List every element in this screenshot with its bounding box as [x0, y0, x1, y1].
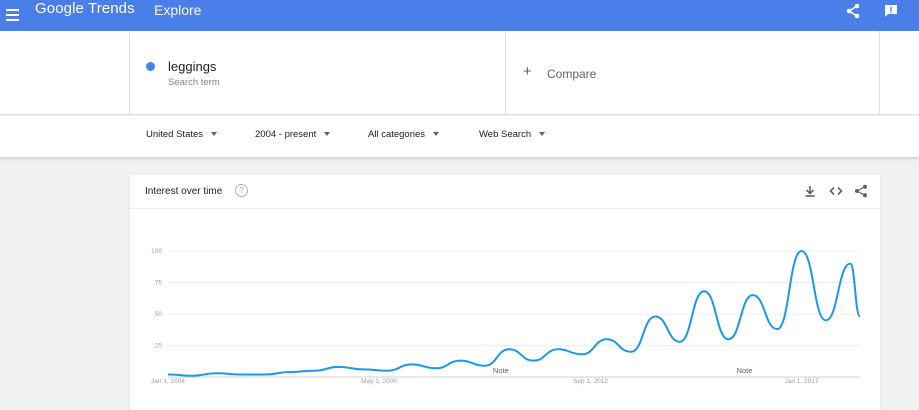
y-tick-label: 25	[155, 343, 163, 350]
feedback-icon[interactable]	[883, 3, 899, 19]
plus-icon: +	[523, 63, 532, 80]
embed-icon[interactable]	[829, 184, 843, 198]
x-tick-label: May 1, 2008	[361, 378, 397, 385]
search-term-type: Search term	[168, 77, 220, 88]
google-trends-logo[interactable]: Google Trends	[35, 0, 135, 18]
interest-over-time-card: Interest over time ? 25 50 75 100 Jan 1, 200…	[130, 175, 880, 410]
search-term[interactable]: leggings	[168, 59, 217, 74]
time-range-filter-label: 2004 - present	[255, 129, 317, 140]
y-tick-label: 75	[155, 280, 163, 287]
search-term-card[interactable]: leggings Search term	[129, 31, 506, 115]
chevron-down-icon	[211, 132, 218, 136]
x-tick-label: Jan 1, 2017	[785, 378, 819, 385]
filter-bar: United States 2004 - present All categor…	[0, 116, 919, 157]
share-icon[interactable]	[845, 3, 861, 19]
interest-chart[interactable]: 25 50 75 100 Jan 1, 2004 May 1, 2008 Sep 1, 20…	[130, 209, 880, 410]
brand-google: Google	[35, 0, 84, 17]
chevron-down-icon	[539, 132, 546, 136]
search-type-filter-label: Web Search	[479, 129, 532, 140]
note-label: Note	[737, 366, 753, 375]
top-app-bar: Google Trends Explore	[0, 0, 919, 31]
share-icon[interactable]	[854, 184, 868, 198]
chevron-down-icon	[324, 132, 331, 136]
brand-trends: Trends	[87, 0, 135, 17]
region-filter-label: United States	[146, 129, 204, 140]
help-icon[interactable]: ?	[235, 184, 248, 197]
search-type-filter[interactable]: Web Search	[479, 129, 546, 140]
category-filter[interactable]: All categories	[368, 129, 440, 140]
note-label: Note	[493, 366, 509, 375]
y-tick-label: 100	[151, 248, 162, 255]
compare-button[interactable]: + Compare	[506, 31, 880, 115]
card-header: Interest over time ?	[130, 175, 880, 209]
x-tick-label: Sep 1, 2012	[573, 378, 608, 385]
time-range-filter[interactable]: 2004 - present	[255, 129, 331, 140]
menu-icon[interactable]	[6, 7, 19, 23]
y-tick-label: 50	[155, 311, 163, 318]
compare-label: Compare	[547, 67, 597, 81]
term-color-dot	[146, 62, 155, 71]
download-icon[interactable]	[803, 184, 817, 198]
region-filter[interactable]: United States	[146, 129, 218, 140]
card-title: Interest over time	[145, 186, 223, 197]
page-title: Explore	[154, 2, 202, 18]
search-panel: leggings Search term + Compare	[0, 31, 919, 115]
chevron-down-icon	[433, 132, 440, 136]
series-line	[167, 250, 861, 377]
x-tick-label: Jan 1, 2004	[151, 378, 185, 385]
category-filter-label: All categories	[368, 129, 426, 140]
